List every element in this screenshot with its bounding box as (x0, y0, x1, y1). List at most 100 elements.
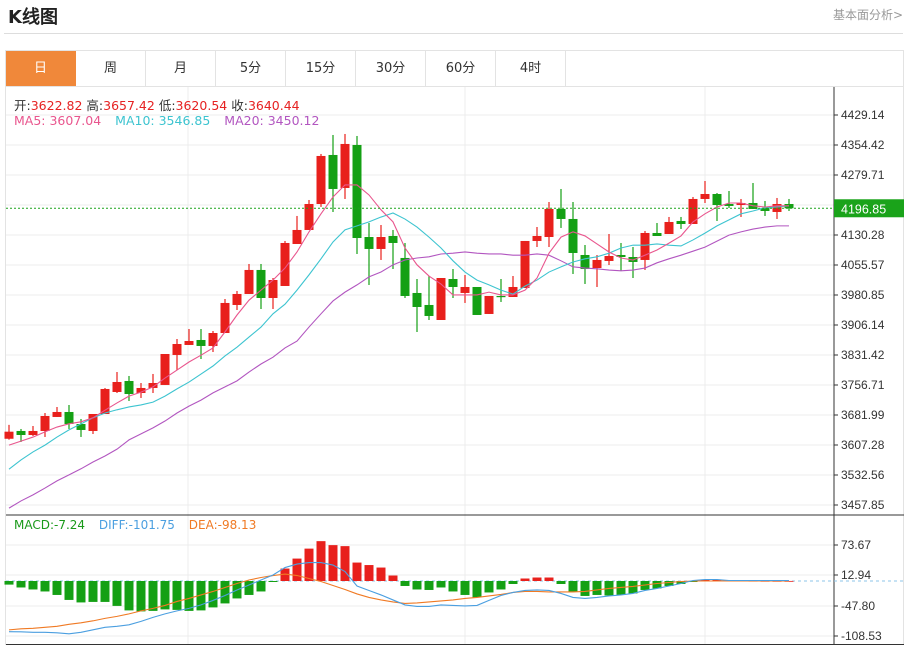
macd-bar-negative (100, 581, 110, 602)
macd-bar-positive (352, 562, 362, 581)
macd-tick-label: -47.80 (841, 599, 875, 613)
ma10-label: MA10: (115, 113, 159, 128)
ma10-value: 3546.85 (158, 113, 211, 128)
macd-bar-negative (112, 581, 122, 606)
macd-tick-label: 12.94 (841, 568, 871, 582)
candle-up (244, 269, 254, 294)
tab-60min[interactable]: 60分 (426, 51, 496, 86)
close-label: 收: (231, 98, 248, 113)
tab-5min[interactable]: 5分 (216, 51, 286, 86)
macd-bar-positive (520, 578, 530, 581)
candle-down (76, 423, 86, 430)
candle-down (724, 203, 734, 206)
macd-bar-negative (64, 581, 74, 600)
tab-4hour[interactable]: 4时 (496, 51, 566, 86)
candle-up (52, 411, 62, 417)
y-tick-label: 4055.57 (841, 258, 885, 272)
y-tick-label: 3607.28 (841, 438, 885, 452)
macd-bar-positive (376, 567, 386, 581)
tab-day[interactable]: 日 (6, 51, 76, 86)
macd-bar-negative (580, 581, 590, 596)
low-label: 低: (158, 98, 176, 113)
macd-bar-negative (88, 581, 98, 602)
last-price-label: 4196.85 (841, 202, 886, 216)
candle-up (100, 388, 110, 414)
high-label: 高: (86, 98, 104, 113)
macd-bar-positive (304, 548, 314, 581)
macd-bar-negative (568, 581, 578, 592)
macd-bar-negative (664, 581, 674, 586)
macd-bar-negative (52, 581, 62, 595)
macd-bar-positive (712, 579, 722, 581)
candle-down (424, 304, 434, 316)
candle-up (508, 286, 518, 297)
macd-bar-negative (256, 581, 266, 592)
candle-down (256, 269, 266, 298)
macd-bar-negative (472, 581, 482, 598)
y-tick-label: 4354.42 (841, 138, 885, 152)
ma5-value: 3607.04 (49, 113, 102, 128)
candle-down (676, 220, 686, 224)
candle-up (28, 430, 38, 435)
macd-bar-negative (16, 581, 26, 588)
candle-up (700, 193, 710, 199)
tab-month[interactable]: 月 (146, 51, 216, 86)
candle-up (736, 202, 746, 205)
macd-bar-positive (328, 545, 338, 581)
divider (4, 33, 903, 34)
candle-up (112, 381, 122, 392)
open-label: 开: (14, 98, 31, 113)
candle-up (304, 203, 314, 230)
ma20-value: 3450.12 (267, 113, 320, 128)
macd-bar-negative (448, 581, 458, 592)
y-tick-label: 3457.85 (841, 498, 885, 512)
macd-bar-negative (412, 581, 422, 590)
macd-bar-negative (400, 581, 410, 586)
candle-up (4, 431, 14, 439)
macd-bar-negative (172, 581, 182, 610)
candle-up (664, 221, 674, 234)
candle-down (124, 380, 134, 394)
candle-up (484, 295, 494, 314)
macd-bar-positive (280, 568, 290, 581)
candle-up (772, 203, 782, 212)
ma-readout: MA5: 3607.04 MA10: 3546.85 MA20: 3450.12 (14, 113, 319, 128)
macd-bar-negative (268, 581, 278, 582)
candle-up (436, 277, 446, 320)
page-title: K线图 (8, 7, 58, 28)
macd-bar-negative (184, 581, 194, 611)
y-tick-label: 4429.14 (841, 108, 885, 122)
diff-label: DIFF: (98, 518, 129, 532)
macd-value: -7.24 (54, 518, 86, 532)
candle-up (148, 382, 158, 388)
macd-bar-negative (652, 581, 662, 589)
candle-down (16, 430, 26, 435)
y-tick-label: 3831.42 (841, 348, 885, 362)
diff-value: -101.75 (128, 518, 175, 532)
macd-bar-positive (364, 565, 374, 581)
candle-down (556, 208, 566, 219)
high-value: 3657.42 (103, 98, 155, 113)
candle-down (196, 339, 206, 346)
macd-bar-negative (208, 581, 218, 608)
candle-down (328, 154, 338, 189)
ma5-label: MA5: (14, 113, 50, 128)
candle-down (400, 257, 410, 296)
tab-30min[interactable]: 30分 (356, 51, 426, 86)
tab-week[interactable]: 周 (76, 51, 146, 86)
candle-up (604, 255, 614, 261)
fundamental-analysis-link[interactable]: 基本面分析> (832, 8, 903, 22)
y-tick-label: 3532.56 (841, 468, 885, 482)
macd-bar-positive (316, 541, 326, 581)
macd-bar-negative (592, 581, 602, 595)
candle-up (184, 340, 194, 345)
candle-up (208, 333, 218, 346)
tab-15min[interactable]: 15分 (286, 51, 356, 86)
macd-bar-positive (340, 546, 350, 581)
macd-bar-positive (292, 558, 302, 581)
candle-up (160, 354, 170, 385)
macd-bar-negative (136, 581, 146, 612)
macd-bar-negative (124, 581, 134, 611)
candle-down (568, 218, 578, 253)
